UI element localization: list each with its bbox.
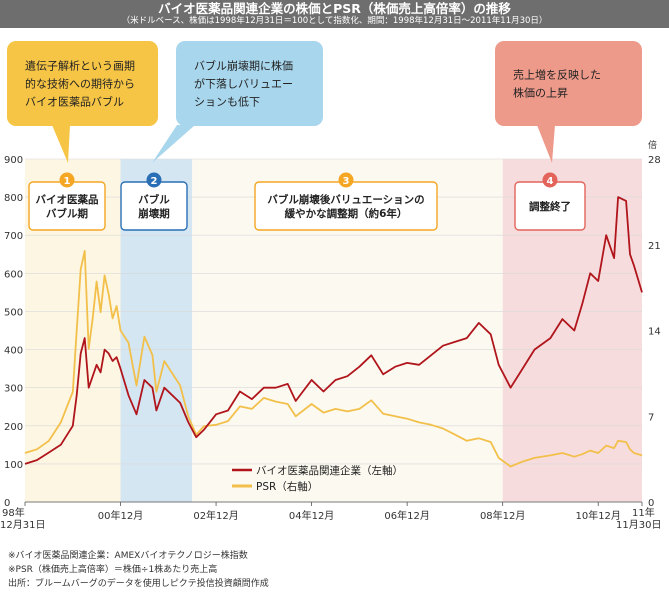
callout-pointer — [152, 125, 195, 163]
x-tick-label: 02年12月 — [193, 509, 238, 522]
phase-label: バブル — [138, 193, 170, 206]
y-left-tick-label: 200 — [4, 422, 23, 433]
callout-text: が下落しバリュエー — [194, 77, 293, 91]
callout-bubble — [176, 41, 323, 126]
phase-label: バブル期 — [46, 207, 88, 220]
x-tick-label-end: 11年 11月30日 — [616, 506, 661, 531]
x-tick-label: 06年12月 — [384, 509, 429, 522]
x-tick-label: 08年12月 — [480, 509, 525, 522]
phase-number-badge — [146, 172, 162, 188]
title-bar: バイオ医薬品関連企業の株価とPSR（株価売上高倍率）の推移 （米ドルベース、株価… — [0, 0, 669, 28]
phase-number: 1 — [64, 176, 71, 187]
phase-label-box — [254, 181, 438, 231]
psr-line — [24, 250, 643, 468]
chart-canvas: 010020030040050060070080090007142128倍98年… — [0, 41, 661, 531]
callout-pointer — [52, 125, 70, 163]
y-right-tick-label: 14 — [648, 327, 661, 338]
phase-number-badge — [59, 172, 75, 188]
x-tick-label-start: 98年 12月31日 — [0, 506, 45, 531]
footnote-psr: ※PSR（株価売上高倍率）＝株価÷1株あたり売上高 — [8, 565, 218, 575]
phase-number-badge — [338, 172, 354, 188]
phase-label: バブル崩壊後バリュエーションの — [267, 193, 424, 206]
phase-label: 緩やかな調整期（約6年） — [285, 207, 408, 220]
phase-label: 崩壊期 — [138, 207, 170, 220]
footnote-source: 出所：ブルームバーグのデータを使用しピクテ投信投資顧問作成 — [8, 579, 269, 589]
y-left-tick-label: 400 — [4, 346, 23, 357]
y-right-tick-label: 7 — [648, 412, 654, 423]
phase-number: 3 — [343, 176, 350, 187]
footnote-index: ※バイオ医薬品関連企業：AMEXバイオテクノロジー株指数 — [8, 551, 248, 561]
y-left-tick-label: 300 — [4, 384, 23, 395]
phase-number-badge — [542, 172, 558, 188]
callout-bubble — [7, 41, 158, 126]
y-right-tick-label: 21 — [648, 241, 661, 252]
y-left-tick-label: 800 — [4, 193, 23, 204]
y-right-tick-label: 28 — [648, 155, 661, 166]
legend-label-psr: PSR（右軸） — [256, 480, 318, 493]
phase-label: 調整終了 — [529, 200, 571, 213]
callout-text: 売上増を反映した — [513, 69, 601, 82]
stock-index-line — [24, 196, 643, 465]
y-left-tick-label: 100 — [4, 460, 23, 471]
legend-label-stock: バイオ医薬品関連企業（左軸） — [256, 464, 403, 477]
callout-text: ションも低下 — [194, 96, 260, 109]
phase-label: バイオ医薬品 — [36, 193, 99, 206]
callout-text: バイオ医薬品バブル — [25, 95, 124, 109]
y-left-tick-label: 0 — [4, 498, 10, 509]
phase-number: 2 — [151, 176, 158, 187]
callout-text: 的な技術への期待から — [25, 77, 135, 91]
x-tick-label: 00年12月 — [98, 509, 143, 522]
y-right-tick-label: 0 — [648, 498, 654, 509]
y-left-tick-label: 700 — [4, 231, 23, 242]
callout-text: 遺伝子解析という画期 — [25, 59, 135, 73]
y-left-tick-label: 900 — [4, 155, 23, 166]
y-left-tick-label: 500 — [4, 307, 23, 318]
x-tick-label: 10年12月 — [575, 509, 620, 522]
x-tick-label: 04年12月 — [289, 509, 334, 522]
chart-title: バイオ医薬品関連企業の株価とPSR（株価売上高倍率）の推移 — [158, 1, 511, 16]
y-left-tick-label: 600 — [4, 269, 23, 280]
phase-label-box — [120, 181, 188, 231]
y-right-unit-label: 倍 — [648, 139, 657, 151]
phase-number: 4 — [547, 176, 554, 187]
callout-text: バブル崩壊期に株価 — [194, 59, 293, 73]
callout-bubble — [495, 41, 642, 126]
phase-label-box — [28, 181, 106, 231]
chart-subtitle: （米ドルベース、株価は1998年12月31日＝100として指数化、期間：1998… — [121, 16, 548, 26]
callout-text: 株価の上昇 — [513, 86, 568, 100]
callout-pointer — [537, 125, 555, 163]
